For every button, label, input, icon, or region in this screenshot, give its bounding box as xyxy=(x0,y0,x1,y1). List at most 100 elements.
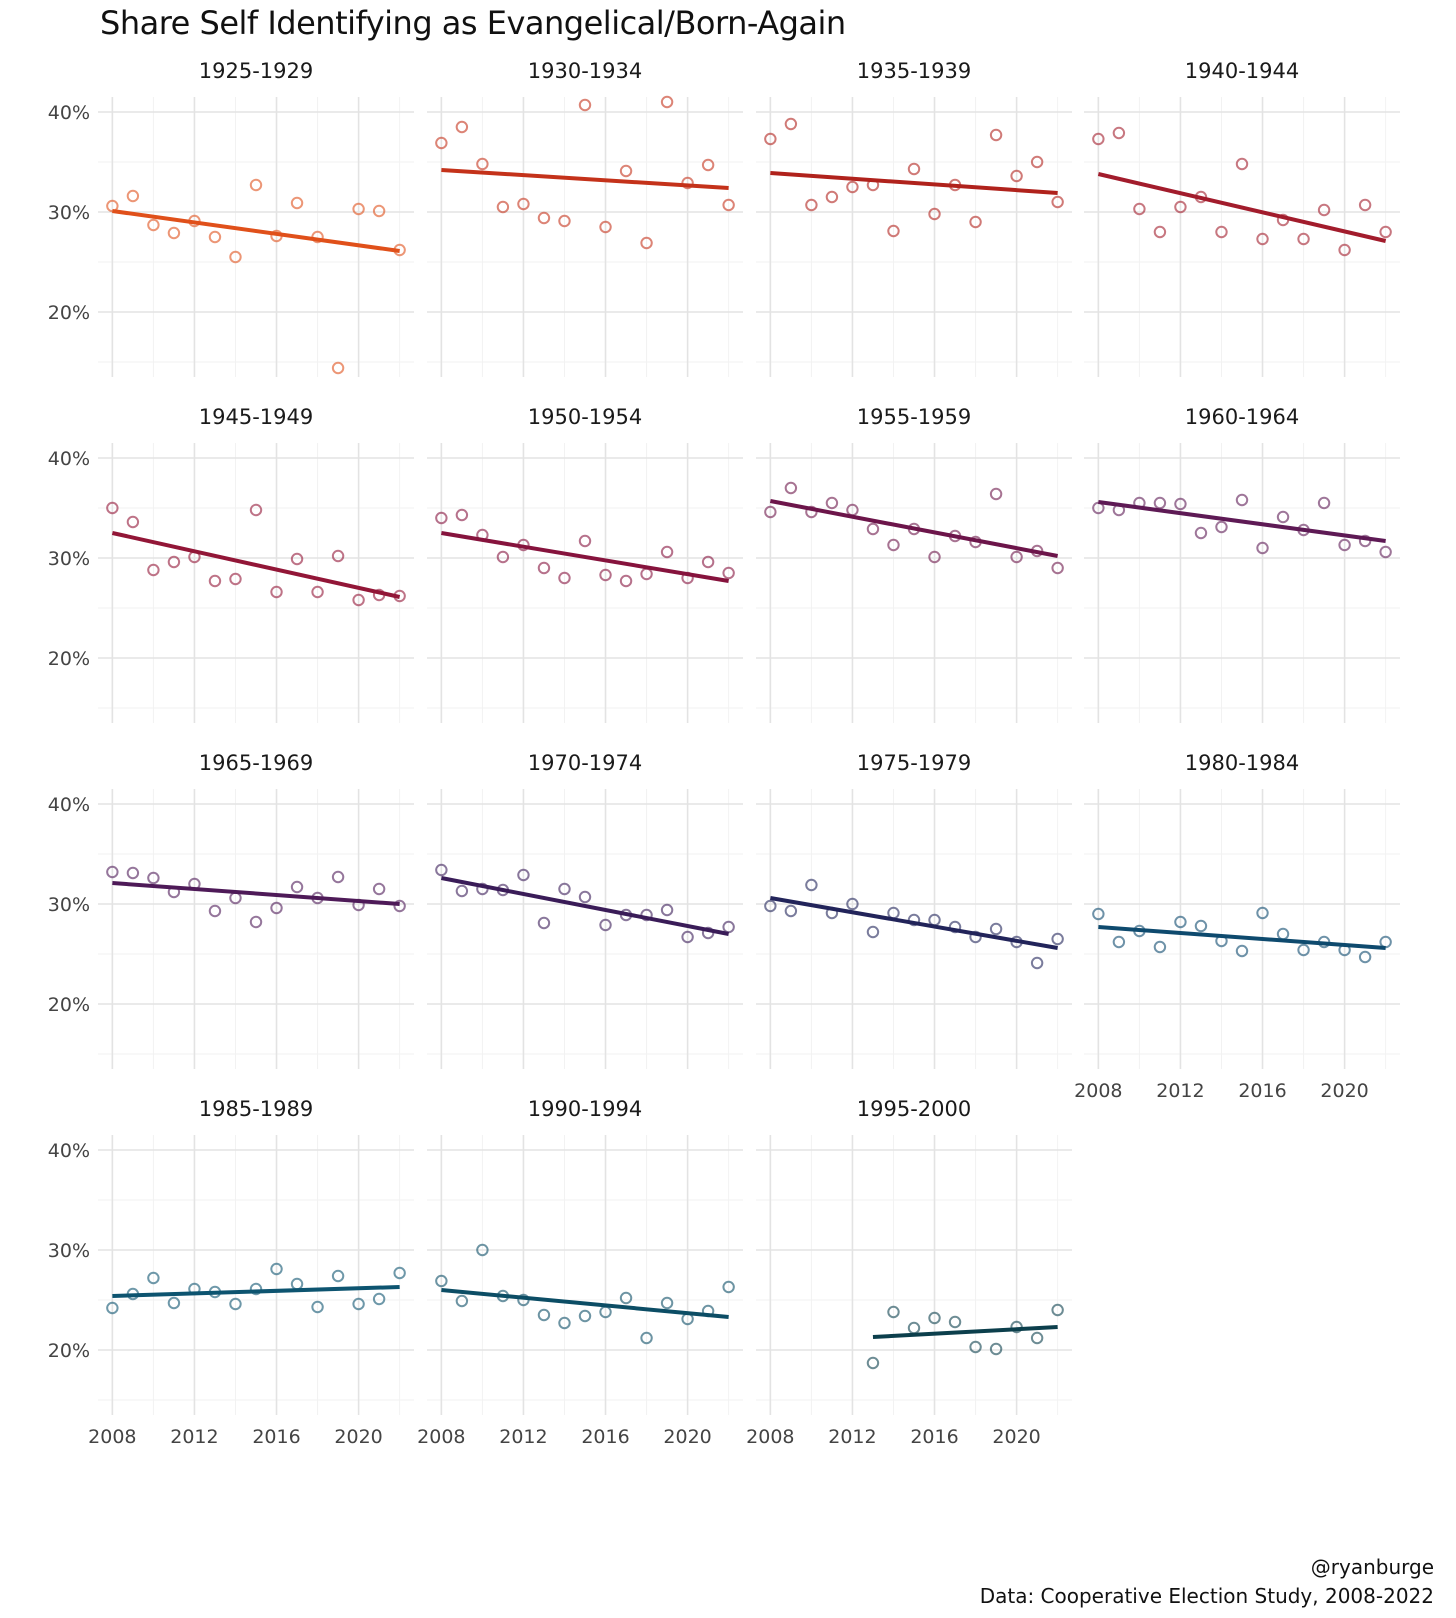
data-point xyxy=(660,545,674,559)
x-tick-label: 2016 xyxy=(252,1426,300,1448)
data-point xyxy=(887,224,900,238)
data-point xyxy=(1112,126,1126,140)
data-point xyxy=(660,95,674,109)
data-point xyxy=(270,901,283,915)
data-point xyxy=(825,496,839,510)
data-point xyxy=(640,1331,653,1345)
data-point xyxy=(681,930,694,944)
facet-label: 1955-1959 xyxy=(857,405,971,429)
y-tick-label: 20% xyxy=(48,1340,90,1362)
facet-label: 1985-1989 xyxy=(199,1097,313,1121)
data-point xyxy=(1235,157,1249,171)
data-point xyxy=(331,1269,345,1283)
facet-label: 1945-1949 xyxy=(199,405,313,429)
data-point xyxy=(1235,493,1249,507)
data-point xyxy=(496,550,510,564)
data-point xyxy=(928,1311,941,1325)
facet-panel: 1955-1959 xyxy=(756,405,1072,723)
data-point xyxy=(558,1316,571,1330)
data-point xyxy=(989,922,1003,936)
data-point xyxy=(599,220,612,234)
data-point xyxy=(1092,907,1105,921)
x-tick-label: 2020 xyxy=(1320,1080,1368,1102)
y-tick-label: 40% xyxy=(48,448,90,470)
data-point xyxy=(455,508,469,522)
data-point xyxy=(1358,950,1372,964)
data-point xyxy=(147,218,160,232)
data-point xyxy=(558,214,571,228)
data-point xyxy=(1030,956,1044,970)
data-point xyxy=(1194,919,1208,933)
x-tick-label: 2012 xyxy=(828,1426,876,1448)
x-tick-label: 2016 xyxy=(910,1426,958,1448)
facet-panel: 1925-1929 20% 30% 40% xyxy=(48,59,414,377)
data-point xyxy=(126,866,140,880)
data-point xyxy=(106,501,119,515)
data-point xyxy=(537,561,551,575)
data-point xyxy=(660,903,674,917)
data-point xyxy=(1215,225,1228,239)
data-point xyxy=(290,880,304,894)
trend-line xyxy=(112,1285,400,1298)
facet-label: 1965-1969 xyxy=(199,751,313,775)
data-point xyxy=(866,1356,880,1370)
data-point xyxy=(928,550,941,564)
y-tick-label: 30% xyxy=(48,202,90,224)
facet-panel: 1950-1954 xyxy=(427,405,743,723)
data-point xyxy=(208,230,222,244)
data-point xyxy=(290,1277,304,1291)
data-point xyxy=(1153,496,1167,510)
y-tick-label: 20% xyxy=(48,994,90,1016)
data-point xyxy=(331,549,345,563)
trend-line xyxy=(1098,500,1386,543)
x-tick-label: 2012 xyxy=(1156,1080,1204,1102)
data-point xyxy=(537,211,551,225)
data-point xyxy=(558,882,571,896)
data-point xyxy=(907,913,921,927)
facet-panel: 1960-1964 xyxy=(1084,405,1400,723)
data-point xyxy=(1051,932,1064,946)
data-point xyxy=(1153,940,1167,954)
trend-line xyxy=(441,168,729,190)
data-point xyxy=(290,196,304,210)
data-point xyxy=(147,563,160,577)
data-point xyxy=(393,1266,406,1280)
data-point xyxy=(764,899,777,913)
data-point xyxy=(846,180,859,194)
data-point xyxy=(311,585,324,599)
data-point xyxy=(1379,225,1392,239)
data-point xyxy=(435,863,448,877)
facet-label: 1990-1994 xyxy=(528,1097,642,1121)
data-point xyxy=(249,915,263,929)
data-point xyxy=(147,1271,160,1285)
y-tick-label: 30% xyxy=(48,548,90,570)
x-tick-label: 2016 xyxy=(1238,1080,1286,1102)
data-point xyxy=(1338,243,1351,257)
data-point xyxy=(578,1309,592,1323)
data-point xyxy=(722,1280,735,1294)
data-point xyxy=(270,1262,283,1276)
data-point xyxy=(311,1300,324,1314)
data-point xyxy=(352,202,365,216)
x-tick-label: 2012 xyxy=(170,1426,218,1448)
y-tick-label: 40% xyxy=(48,1140,90,1162)
data-point xyxy=(948,920,962,934)
data-point xyxy=(1358,534,1372,548)
data-point xyxy=(619,1291,633,1305)
y-tick-label: 40% xyxy=(48,102,90,124)
y-tick-label: 40% xyxy=(48,794,90,816)
data-point xyxy=(1153,225,1167,239)
data-point xyxy=(640,236,653,250)
data-point xyxy=(1030,155,1044,169)
data-point xyxy=(208,904,222,918)
facet-panel: 1975-1979 xyxy=(756,751,1072,1069)
facet-label: 1995-2000 xyxy=(857,1097,971,1121)
data-point xyxy=(1010,550,1023,564)
data-point xyxy=(1276,510,1290,524)
facet-label: 1960-1964 xyxy=(1185,405,1299,429)
data-point xyxy=(331,870,345,884)
data-point xyxy=(764,505,777,519)
facet-panel: 1970-1974 xyxy=(427,751,743,1069)
data-point xyxy=(229,250,242,264)
data-point xyxy=(1030,1331,1044,1345)
